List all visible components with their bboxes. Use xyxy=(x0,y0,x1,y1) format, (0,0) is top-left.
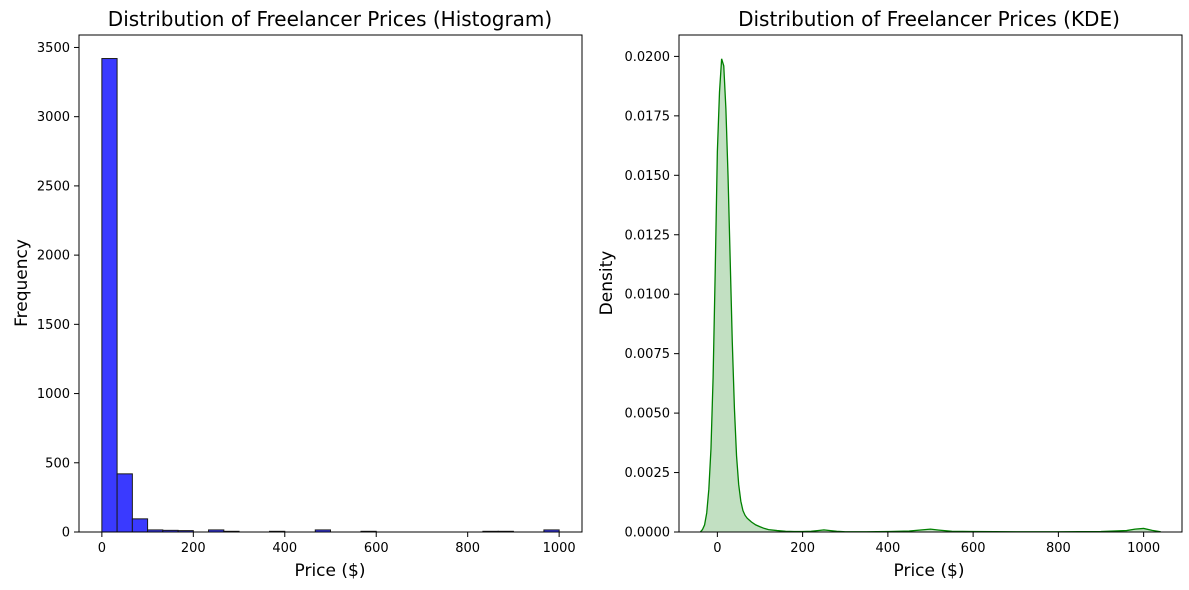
kde-area xyxy=(699,58,1161,533)
histogram-bars xyxy=(101,58,560,533)
kde-y-tick-label: 0.0000 xyxy=(625,526,671,541)
histogram-x-tick-label: 600 xyxy=(364,541,389,556)
histogram-y-tick-label: 1500 xyxy=(37,318,70,333)
histogram-x-tick-label: 800 xyxy=(455,541,480,556)
histogram-bar xyxy=(116,473,133,533)
kde-y-tick-label: 0.0025 xyxy=(625,466,671,481)
kde-x-tick-label: 1000 xyxy=(1127,541,1160,556)
kde-y-tick-label: 0.0200 xyxy=(625,50,671,65)
histogram-x-tick-label: 400 xyxy=(272,541,297,556)
kde-curve xyxy=(699,58,1161,533)
kde-y-tick-label: 0.0100 xyxy=(625,288,671,303)
histogram-y-ticks: 0 500 1000 1500 2000 2500 3000 3500 xyxy=(37,41,79,541)
kde-plot-frame xyxy=(678,34,1183,533)
histogram-y-tick-label: 2000 xyxy=(37,249,70,264)
kde-fill xyxy=(700,58,1161,532)
histogram-y-tick-label: 500 xyxy=(45,456,70,471)
kde-y-ticks: 0.0000 0.0025 0.0050 0.0075 0.0100 0.0125 0.01… xyxy=(625,50,679,541)
kde-y-axis-label: Density xyxy=(597,251,617,316)
kde-x-axis-label: Price ($) xyxy=(894,561,965,581)
kde-y-tick-label: 0.0175 xyxy=(625,109,671,124)
kde-chart: Distribution of Freelancer Prices (KDE) … xyxy=(597,7,1183,581)
histogram-x-ticks: 0 200 400 600 800 1000 xyxy=(98,532,576,556)
kde-y-tick-label: 0.0150 xyxy=(625,169,671,184)
histogram-y-tick-label: 1000 xyxy=(37,387,70,402)
histogram-y-axis-label: Frequency xyxy=(12,239,32,327)
histogram-chart: Distribution of Freelancer Prices (Histo… xyxy=(12,7,583,581)
histogram-y-tick-label: 0 xyxy=(62,526,70,541)
histogram-bar xyxy=(131,518,149,533)
kde-title: Distribution of Freelancer Prices (KDE) xyxy=(738,7,1120,31)
kde-x-tick-label: 400 xyxy=(875,541,900,556)
histogram-bar xyxy=(101,58,118,533)
histogram-x-axis-label: Price ($) xyxy=(295,561,366,581)
kde-y-tick-label: 0.0050 xyxy=(625,407,671,422)
kde-x-tick-label: 0 xyxy=(713,541,721,556)
histogram-title: Distribution of Freelancer Prices (Histo… xyxy=(108,7,552,31)
histogram-x-tick-label: 1000 xyxy=(543,541,576,556)
histogram-y-tick-label: 3000 xyxy=(37,110,70,125)
histogram-plot-frame xyxy=(78,34,583,533)
kde-x-ticks: 0 200 400 600 800 1000 xyxy=(713,532,1160,556)
kde-y-tick-label: 0.0075 xyxy=(625,347,671,362)
kde-x-tick-label: 200 xyxy=(790,541,815,556)
histogram-x-tick-label: 200 xyxy=(181,541,206,556)
kde-x-tick-label: 600 xyxy=(961,541,986,556)
histogram-y-tick-label: 2500 xyxy=(37,179,70,194)
kde-x-tick-label: 800 xyxy=(1046,541,1071,556)
kde-y-tick-label: 0.0125 xyxy=(625,228,671,243)
histogram-y-tick-label: 3500 xyxy=(37,41,70,56)
histogram-x-tick-label: 0 xyxy=(98,541,106,556)
